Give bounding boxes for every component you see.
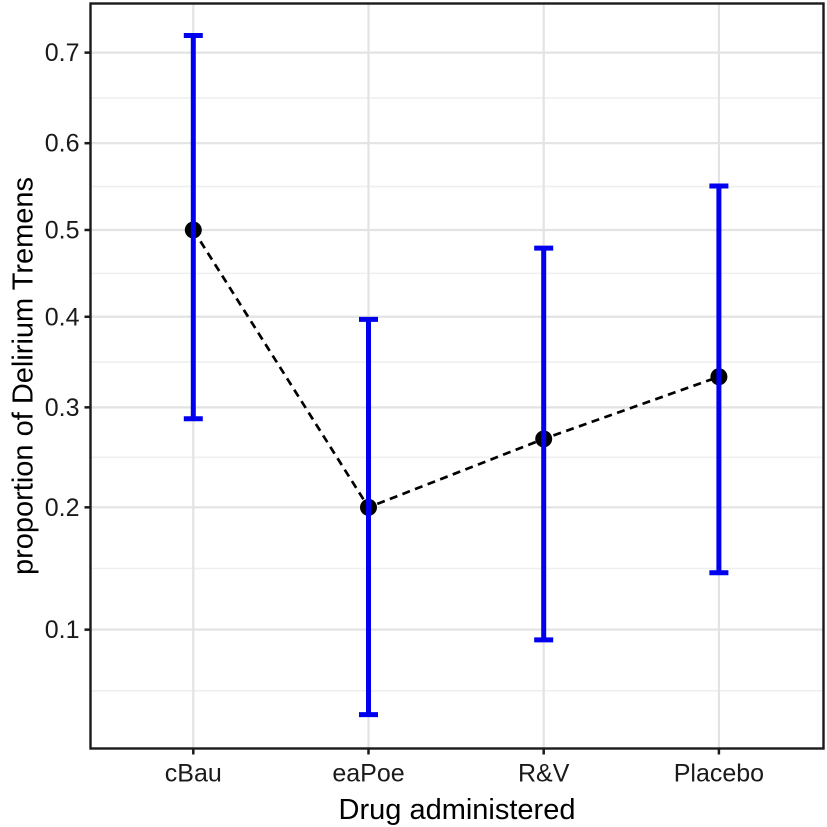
- y-tick-label: 0.1: [45, 616, 80, 644]
- trend-dashed-line: [192, 229, 720, 509]
- y-tick-label: 0.5: [45, 216, 80, 244]
- panel-border: [89, 2, 825, 750]
- x-category-label: eaPoe: [332, 760, 404, 788]
- y-tick-label: 0.4: [45, 303, 80, 331]
- y-tick-label: 0.7: [45, 39, 80, 67]
- x-category-label: cBau: [165, 760, 222, 788]
- x-category-label: Placebo: [674, 760, 764, 788]
- x-axis-title: Drug administered: [338, 794, 576, 826]
- y-tick-label: 0.6: [45, 130, 80, 158]
- x-category-label: R&V: [518, 760, 570, 788]
- y-axis-title: proportion of Delirium Tremens: [7, 176, 40, 576]
- y-tick-label: 0.3: [45, 394, 80, 422]
- y-tick-label: 0.2: [45, 494, 80, 522]
